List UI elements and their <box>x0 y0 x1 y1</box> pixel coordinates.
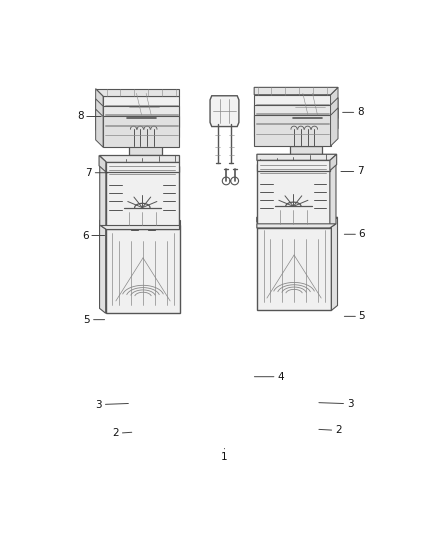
Polygon shape <box>254 95 331 126</box>
Polygon shape <box>95 88 103 127</box>
Polygon shape <box>295 138 303 143</box>
Polygon shape <box>106 166 179 229</box>
Polygon shape <box>299 220 306 227</box>
Polygon shape <box>257 154 337 160</box>
Polygon shape <box>254 87 338 95</box>
Polygon shape <box>127 162 137 167</box>
Text: 8: 8 <box>343 107 364 117</box>
Polygon shape <box>293 91 327 117</box>
Text: 2: 2 <box>319 425 342 435</box>
Polygon shape <box>99 220 180 225</box>
Polygon shape <box>332 217 338 310</box>
Polygon shape <box>106 225 180 313</box>
Text: 3: 3 <box>319 399 353 409</box>
Text: 1: 1 <box>221 448 228 462</box>
Polygon shape <box>331 108 338 146</box>
Text: 3: 3 <box>95 400 128 409</box>
Text: 4: 4 <box>254 372 284 382</box>
Polygon shape <box>103 117 180 147</box>
Text: 5: 5 <box>84 314 105 325</box>
Text: 6: 6 <box>344 229 365 239</box>
Polygon shape <box>309 138 317 143</box>
Polygon shape <box>282 220 289 227</box>
Polygon shape <box>331 87 338 126</box>
Polygon shape <box>278 161 288 166</box>
Text: 6: 6 <box>82 230 105 240</box>
Polygon shape <box>95 109 103 147</box>
Polygon shape <box>330 160 336 228</box>
Polygon shape <box>103 106 180 137</box>
Text: 8: 8 <box>77 111 101 122</box>
Polygon shape <box>99 156 179 161</box>
Polygon shape <box>127 91 161 117</box>
Text: 7: 7 <box>341 166 364 176</box>
Text: 7: 7 <box>85 168 108 177</box>
Polygon shape <box>106 161 179 172</box>
Polygon shape <box>148 162 158 167</box>
Polygon shape <box>257 224 336 228</box>
Polygon shape <box>257 222 332 310</box>
Polygon shape <box>298 161 309 166</box>
Text: 2: 2 <box>113 429 132 438</box>
Polygon shape <box>257 217 338 222</box>
Text: 5: 5 <box>344 311 365 321</box>
Polygon shape <box>99 156 106 172</box>
Polygon shape <box>148 223 155 230</box>
Polygon shape <box>131 223 138 230</box>
Polygon shape <box>134 138 143 143</box>
Polygon shape <box>103 96 180 127</box>
Polygon shape <box>257 164 330 228</box>
Polygon shape <box>100 161 106 229</box>
Polygon shape <box>330 154 337 171</box>
Polygon shape <box>95 88 180 96</box>
Polygon shape <box>290 146 322 155</box>
Polygon shape <box>95 99 103 137</box>
Polygon shape <box>210 96 239 126</box>
Polygon shape <box>254 115 331 146</box>
Polygon shape <box>254 105 331 136</box>
Polygon shape <box>129 146 162 155</box>
Polygon shape <box>148 138 156 143</box>
Polygon shape <box>99 220 106 313</box>
Polygon shape <box>331 98 338 136</box>
Polygon shape <box>257 160 330 171</box>
Polygon shape <box>100 225 179 229</box>
